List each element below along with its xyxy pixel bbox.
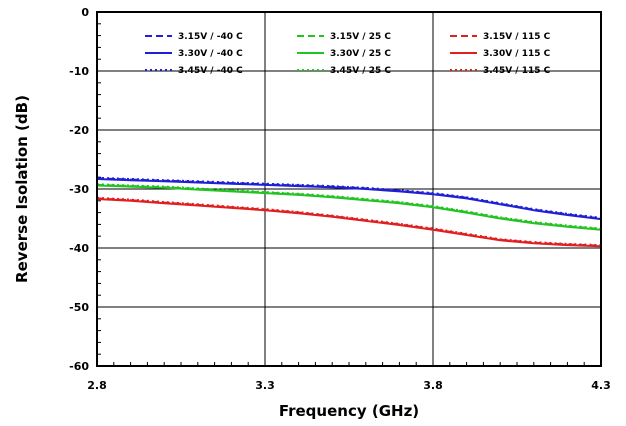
legend-label: 3.45V / -40 C [178,66,243,76]
x-tick-label: 4.3 [591,379,611,392]
legend-label: 3.15V / 115 C [483,32,551,42]
y-axis-title: Reverse Isolation (dB) [13,95,31,283]
legend-label: 3.15V / 25 C [330,32,391,42]
legend-label: 3.30V / 25 C [330,49,391,59]
tick-labels: 0 -10 -20 -30 -40 -50 -60 2.8 3.3 3.8 4.3 [69,6,611,392]
y-tick-label: 0 [81,6,89,19]
series-lines [96,176,602,248]
plot-frame [96,11,602,367]
legend-label: 3.30V / 115 C [483,49,551,59]
y-tick-label: -20 [69,124,89,137]
y-tick-label: -60 [69,360,89,373]
y-tick-label: -50 [69,301,89,314]
y-tick-label: -10 [69,65,89,78]
legend-label: 3.45V / 115 C [483,66,551,76]
legend-label: 3.30V / -40 C [178,49,243,59]
x-tick-label: 3.3 [255,379,275,392]
series-line [96,178,602,221]
legend-label: 3.45V / 25 C [330,66,391,76]
series-line [96,183,602,230]
series-line [96,198,602,248]
x-tick-label: 3.8 [423,379,443,392]
x-axis-title: Frequency (GHz) [279,402,419,420]
y-tick-label: -30 [69,183,89,196]
x-tick-label: 2.8 [87,379,107,392]
y-tick-label: -40 [69,242,89,255]
series-line [96,176,602,219]
series-line [96,184,602,231]
legend: 3.15V / -40 C 3.30V / -40 C 3.45V / -40 C 3… [145,32,551,76]
legend-label: 3.15V / -40 C [178,32,243,42]
